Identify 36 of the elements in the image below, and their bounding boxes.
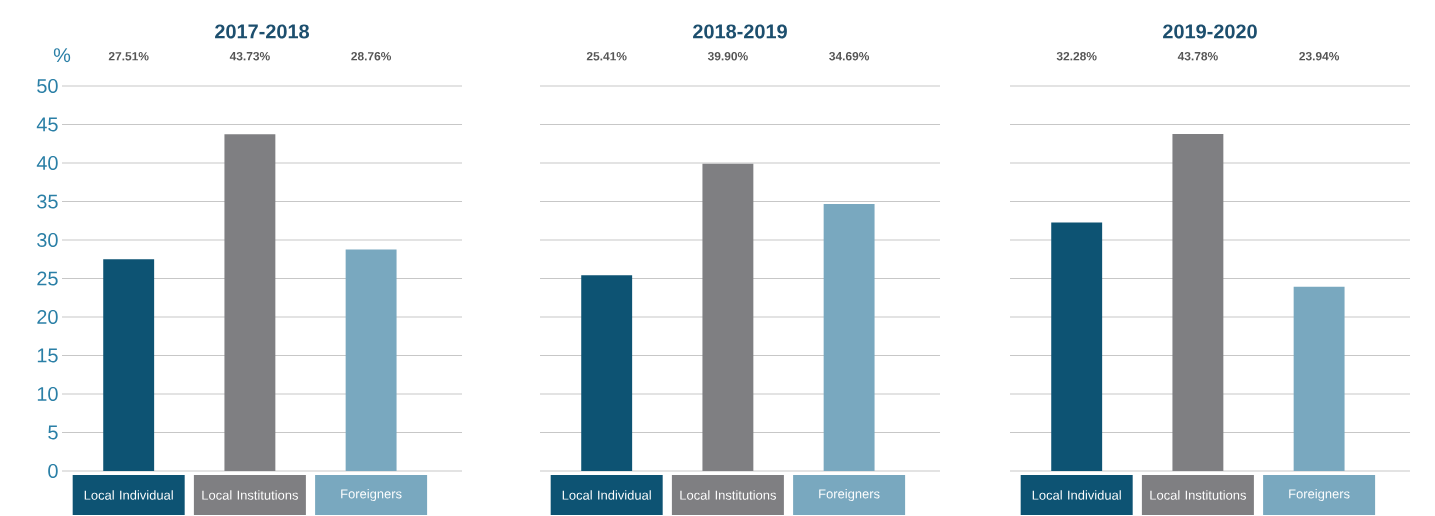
bar (345, 249, 397, 471)
y-tick-label: 0 (48, 463, 58, 479)
chart-title: 2018-2019 (693, 24, 787, 39)
data-label: 25.41% (586, 52, 627, 61)
data-label: 34.69% (829, 51, 870, 61)
x-tick-label: Local Institutions (680, 490, 777, 500)
y-tick-label: 20 (37, 309, 58, 325)
data-label: 28.76% (351, 52, 392, 61)
x-tick-label: Foreigners (341, 488, 402, 502)
data-label: 43.73% (229, 51, 270, 61)
y-tick-label: 25 (37, 271, 58, 286)
x-tick-label: Local Individual (1032, 490, 1121, 500)
data-label: 43.78% (1177, 51, 1218, 61)
bar (224, 134, 276, 471)
y-tick-label: 15 (37, 348, 58, 363)
y-tick-label: 50 (37, 78, 58, 94)
y-tick-label: 35 (37, 194, 58, 209)
x-tick-label: Local Individual (562, 490, 651, 500)
data-label: 39.90% (707, 51, 748, 61)
data-label: 23.94% (1299, 51, 1340, 61)
y-tick-label: 10 (37, 386, 58, 402)
x-tick-label: Local Institutions (1150, 490, 1247, 500)
chart-title: 2017-2018 (215, 24, 310, 39)
x-tick-label: Foreigners (1289, 488, 1350, 502)
x-tick-label: Local Institutions (202, 490, 299, 500)
y-tick-label: 45 (36, 117, 58, 132)
x-tick-label: Foreigners (819, 488, 880, 502)
data-label: 32.28% (1056, 51, 1097, 61)
y-axis-title: % (53, 48, 71, 63)
y-tick-label: 30 (37, 232, 58, 248)
y-tick-label: 40 (36, 155, 58, 171)
bar (103, 259, 155, 471)
x-tick-label: Local Individual (84, 490, 173, 500)
chart-title: 2019-2020 (1163, 24, 1257, 39)
y-tick-label: 5 (48, 425, 58, 440)
data-label: 27.51% (108, 52, 149, 61)
